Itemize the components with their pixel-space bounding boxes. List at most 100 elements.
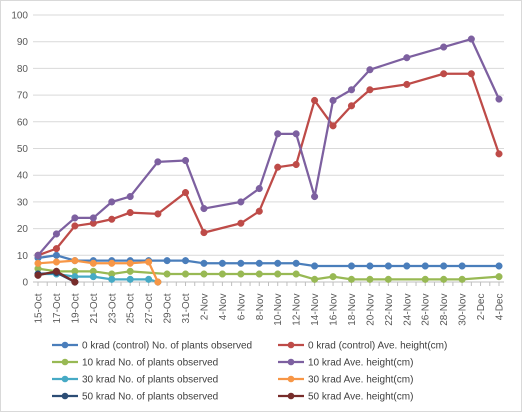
x-tick-label: 31-Oct [181, 293, 192, 323]
legend-swatch-marker [61, 358, 69, 366]
data-point [71, 214, 79, 222]
x-tick-label: 10-Nov [273, 294, 284, 326]
data-point [292, 270, 300, 278]
data-point [218, 259, 226, 267]
data-point [126, 259, 134, 267]
series-2 [34, 265, 503, 283]
x-tick-label: 15-Oct [34, 293, 45, 323]
legend-item: 0 krad (control) No. of plants observed [52, 341, 252, 352]
data-point [274, 130, 282, 138]
series-line [36, 37, 501, 257]
data-point [366, 66, 374, 74]
x-tick-label: 29-Oct [163, 293, 174, 323]
legend-swatch-marker [61, 375, 69, 383]
data-point [154, 278, 162, 286]
x-tick-label: 14-Nov [310, 294, 321, 326]
y-tick-label: 0 [22, 278, 28, 289]
data-point [384, 275, 392, 283]
legend-label: 30 krad No. of plants observed [82, 375, 218, 386]
data-point [200, 205, 208, 213]
data-point [366, 275, 374, 283]
data-point [181, 270, 190, 278]
data-point [126, 209, 134, 217]
data-point [126, 193, 134, 201]
y-axis-tick-labels: 0 10 20 30 40 50 60 70 80 90 100 [11, 11, 28, 289]
data-point [71, 278, 79, 286]
data-point [347, 102, 356, 110]
x-tick-label: 19-Oct [70, 293, 81, 323]
data-point [126, 275, 134, 283]
data-point [292, 259, 300, 267]
data-point [52, 230, 60, 238]
x-tick-label: 6-Nov [236, 294, 247, 321]
legend: 0 krad (control) No. of plants observed 0… [52, 341, 447, 403]
data-point [311, 193, 319, 201]
data-point [384, 262, 392, 270]
x-tick-label: 24-Nov [402, 294, 413, 326]
data-point [274, 270, 282, 278]
data-point [421, 275, 429, 283]
data-point [311, 275, 319, 283]
legend-swatch-marker [61, 341, 69, 349]
legend-item: 30 krad No. of plants observed [52, 375, 218, 386]
data-point [458, 262, 466, 270]
data-point [218, 270, 226, 278]
legend-item: 30 krad Ave. height(cm) [278, 375, 413, 386]
x-tick-label: 22-Nov [384, 294, 395, 326]
data-point [274, 259, 282, 267]
legend-label: 30 krad Ave. height(cm) [308, 375, 413, 386]
x-tick-label: 4-Dec [495, 294, 506, 321]
legend-label: 0 krad (control) Ave. height(cm) [308, 341, 447, 352]
data-point [108, 198, 116, 206]
data-point [154, 158, 162, 166]
legend-swatch-marker [287, 392, 295, 400]
data-point [495, 150, 503, 158]
data-point [163, 270, 171, 278]
data-point [108, 275, 116, 283]
legend-item: 10 krad Ave. height(cm) [278, 358, 413, 369]
series-3 [34, 35, 503, 259]
data-point [71, 257, 79, 265]
data-point [145, 258, 153, 266]
legend-swatch-marker [287, 375, 295, 383]
data-point [311, 96, 319, 104]
data-point [495, 95, 503, 103]
legend-item: 50 krad Ave. height(cm) [278, 392, 413, 403]
data-point [255, 270, 263, 278]
data-point [89, 259, 97, 267]
y-tick-label: 10 [17, 251, 29, 262]
data-point [89, 214, 97, 222]
y-tick-label: 90 [17, 37, 29, 48]
data-point [440, 262, 448, 270]
data-point [255, 259, 263, 267]
legend-label: 10 krad Ave. height(cm) [308, 358, 413, 369]
series-5 [34, 257, 162, 286]
data-point [421, 262, 429, 270]
x-tick-label: 8-Nov [255, 294, 266, 321]
data-point [237, 198, 245, 206]
data-point [495, 273, 503, 281]
x-tick-label: 18-Nov [347, 294, 358, 326]
data-point [89, 273, 97, 281]
legend-item: 0 krad (control) Ave. height(cm) [278, 341, 447, 352]
data-point [200, 259, 208, 267]
series-0 [34, 251, 503, 270]
legend-label: 0 krad (control) No. of plants observed [82, 341, 252, 352]
x-tick-label: 17-Oct [52, 293, 63, 323]
x-tick-label: 21-Oct [89, 293, 100, 323]
data-point [467, 70, 475, 78]
x-tick-label: 23-Oct [107, 293, 118, 323]
x-tick-label: 16-Nov [329, 294, 340, 326]
legend-label: 10 krad No. of plants observed [82, 358, 218, 369]
legend-swatch-marker [61, 392, 69, 400]
data-point [329, 273, 337, 281]
y-tick-label: 50 [17, 144, 29, 155]
x-tick-label: 20-Nov [365, 294, 376, 326]
data-point [71, 222, 79, 230]
x-tick-label: 2-Nov [199, 294, 210, 321]
legend-item: 50 krad No. of plants observed [52, 392, 218, 403]
data-point [366, 86, 374, 94]
data-point [458, 275, 466, 283]
series-lines [34, 35, 503, 286]
